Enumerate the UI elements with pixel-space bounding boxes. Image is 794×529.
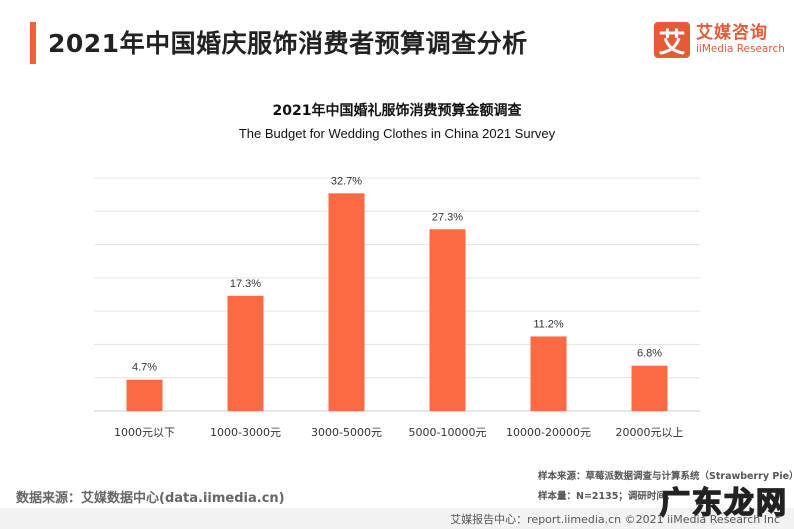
logo-en: iiMedia Research <box>696 43 785 55</box>
footer: 艾媒报告中心：report.iimedia.cn ©2021 iiMedia R… <box>0 508 794 529</box>
chart-subtitle: The Budget for Wedding Clothes in China … <box>238 126 556 141</box>
x-tick-label: 5000-10000元 <box>409 426 487 439</box>
bar <box>631 365 668 411</box>
sample-size: 样本量：N=2135；调研时间： <box>538 491 676 502</box>
x-tick-label: 1000-3000元 <box>210 426 281 439</box>
bar <box>328 193 365 411</box>
data-label: 32.7% <box>331 175 362 187</box>
logo: 艾 艾媒咨询 iiMedia Research <box>654 22 785 59</box>
bar <box>227 295 264 411</box>
data-label: 4.7% <box>132 362 157 374</box>
logo-icon: 艾 <box>654 22 690 59</box>
watermark: 广东龙网 <box>659 485 788 522</box>
bar <box>530 336 567 411</box>
page-title: 2021年中国婚庆服饰消费者预算调查分析 <box>48 29 528 58</box>
title-accent-bar <box>30 22 36 64</box>
data-label: 17.3% <box>230 278 261 290</box>
data-label: 6.8% <box>637 348 662 360</box>
sample-source: 样本来源：草莓派数据调查与计算系统（Strawberry Pie） <box>538 471 794 482</box>
bar <box>126 379 163 411</box>
x-tick-label: 3000-5000元 <box>311 426 382 439</box>
x-tick-label: 20000元以上 <box>616 426 684 439</box>
bar <box>429 229 466 411</box>
chart-title: 2021年中国婚礼服饰消费预算金额调查 <box>272 103 522 119</box>
data-label: 11.2% <box>533 318 564 330</box>
logo-cn: 艾媒咨询 <box>696 23 768 43</box>
data-label: 27.3% <box>432 211 463 223</box>
footer-text: 艾媒报告中心：report.iimedia.cn ©2021 iiMedia R… <box>450 513 780 526</box>
data-source: 数据来源：艾媒数据中心(data.iimedia.cn) <box>16 491 285 506</box>
x-tick-label: 10000-20000元 <box>506 426 591 439</box>
x-tick-label: 1000元以下 <box>114 426 175 439</box>
